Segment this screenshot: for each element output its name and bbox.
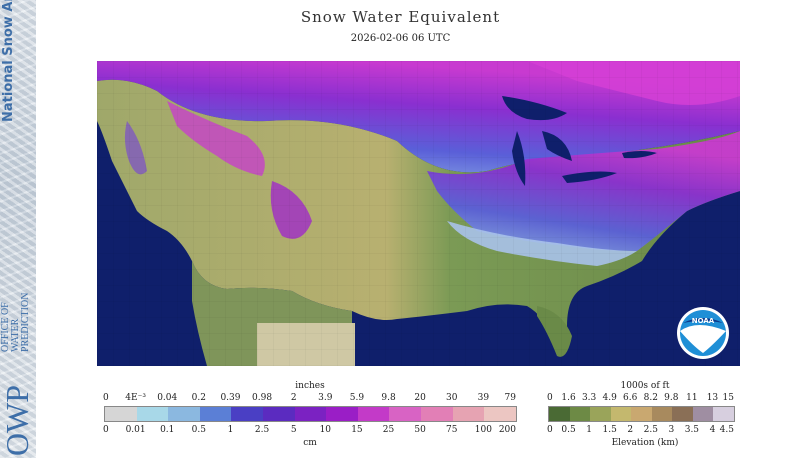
elev-tick-label: 1 [586, 425, 592, 435]
elev-swatch [651, 407, 673, 421]
swe-tick-label: 0 [103, 425, 109, 435]
elev-colorbar [548, 406, 735, 422]
elev-tick-label: 8.2 [643, 393, 658, 403]
swe-tick-label: 10 [319, 425, 332, 435]
snow-map[interactable]: NOAA [97, 61, 740, 366]
elev-tick-label: 11 [686, 393, 698, 403]
swe-tick-label: 0 [103, 393, 109, 403]
elev-tick-label: 2 [627, 425, 634, 435]
swe-tick-label: 200 [498, 425, 516, 435]
elev-tick-label: 4.5 [719, 425, 734, 435]
swe-tick-label: 0.5 [191, 425, 206, 435]
elev-swatch [590, 407, 611, 421]
swe-swatch [294, 407, 327, 421]
swe-tick-label: 1 [227, 425, 234, 435]
swe-tick-label: 0.1 [160, 425, 175, 435]
swe-tick-label: 0.2 [191, 393, 206, 403]
swe-unit-top: inches [295, 381, 325, 391]
elev-unit-top: 1000s of ft [620, 381, 670, 391]
elev-tick-label: 1.6 [561, 393, 576, 403]
noaa-logo: NOAA [677, 307, 729, 359]
swe-swatch [357, 407, 390, 421]
swe-tick-label: 20 [414, 393, 426, 403]
swe-swatch [389, 407, 422, 421]
swe-swatch [452, 407, 485, 421]
swe-tick-label: 15 [351, 425, 363, 435]
elev-tick-label: 3.3 [581, 393, 597, 403]
swe-tick-label: 75 [446, 425, 458, 435]
swe-tick-label: 39 [477, 393, 490, 403]
swe-tick-label: 5 [290, 425, 297, 435]
swe-tick-label: 2 [290, 393, 297, 403]
org-subtitle: OFFICE OF WATER PREDICTION [0, 292, 31, 352]
elev-tick-label: 9.8 [664, 393, 679, 403]
elev-tick-label: 0 [547, 425, 553, 435]
swe-tick-label: 0.39 [220, 393, 241, 403]
elev-tick-label: 6.6 [623, 393, 638, 403]
elev-tick-label: 2.5 [643, 425, 658, 435]
elev-swatch [692, 407, 714, 421]
swe-tick-label: 2.5 [254, 425, 270, 435]
swe-tick-label: 0.01 [125, 425, 146, 435]
swe-tick-label: 0.98 [252, 393, 273, 403]
elev-tick-label: 3 [668, 425, 675, 435]
swe-tick-label: 79 [504, 393, 516, 403]
elev-unit-bottom: Elevation (km) [611, 438, 679, 448]
sidebar-branding: National Snow Analysis OFFICE OF WATER P… [0, 0, 36, 458]
swe-tick-label: 50 [414, 425, 426, 435]
swe-swatch [231, 407, 264, 421]
elev-tick-label: 0 [547, 393, 553, 403]
swe-tick-label: 25 [382, 425, 395, 435]
swe-tick-label: 100 [474, 425, 492, 435]
elev-swatch [549, 407, 570, 421]
swe-swatch [263, 407, 295, 421]
elev-tick-label: 0.5 [561, 425, 576, 435]
swe-tick-label: 3.9 [318, 393, 333, 403]
swe-swatch [136, 407, 169, 421]
elev-swatch [610, 407, 632, 421]
timestamp: 2026-02-06 06 UTC [350, 33, 451, 44]
swe-colorbar [104, 406, 517, 422]
swe-swatch [168, 407, 200, 421]
swe-swatch [105, 407, 137, 421]
swe-swatch [326, 407, 358, 421]
elev-tick-label: 4.9 [602, 393, 617, 403]
swe-tick-label: 9.8 [381, 393, 396, 403]
swe-tick-label: 4E⁻³ [125, 393, 146, 403]
swe-swatch [421, 407, 453, 421]
elev-tick-label: 1.5 [602, 425, 617, 435]
page-title: Snow Water Equivalent [300, 8, 501, 26]
swe-unit-bottom: cm [303, 438, 317, 448]
elev-tick-label: 4 [709, 425, 716, 435]
elev-tick-label: 13 [706, 393, 719, 403]
elev-swatch [569, 407, 591, 421]
elev-tick-label: 3.5 [684, 425, 700, 435]
elev-swatch [713, 407, 734, 421]
swe-tick-label: 0.04 [157, 393, 178, 403]
noaa-logo-text: NOAA [692, 317, 715, 325]
elev-swatch [631, 407, 652, 421]
swe-tick-label: 5.9 [349, 393, 365, 403]
swe-tick-label: 30 [446, 393, 458, 403]
swe-swatch [484, 407, 516, 421]
state-grid [97, 61, 740, 366]
map-svg: NOAA [97, 61, 740, 366]
swe-swatch [199, 407, 232, 421]
elev-tick-label: 15 [722, 393, 734, 403]
elev-swatch [672, 407, 693, 421]
org-abbr: OWP [0, 384, 35, 456]
